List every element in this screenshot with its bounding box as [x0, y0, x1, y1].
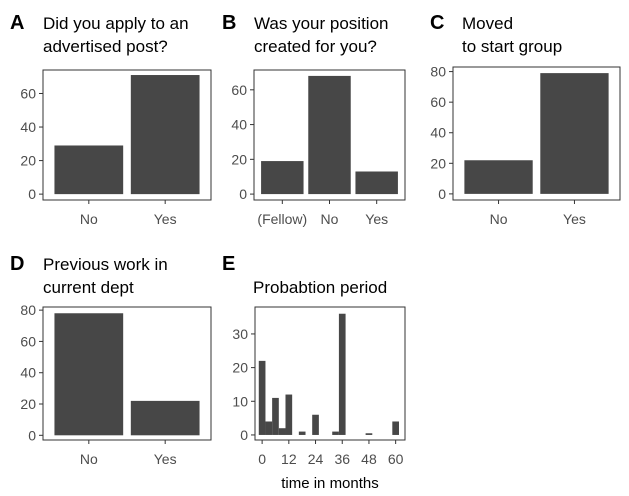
- panel-label: A: [10, 12, 24, 34]
- y-tick-label: 20: [20, 396, 36, 412]
- histogram-bar: [312, 414, 319, 435]
- panel-label: E: [222, 253, 235, 275]
- x-tick-label: Yes: [154, 211, 177, 227]
- y-tick-label: 20: [20, 153, 36, 169]
- y-tick-label: 60: [20, 85, 36, 101]
- y-tick-label: 60: [231, 82, 247, 98]
- histogram-bar: [298, 431, 306, 435]
- panel-frame: [253, 69, 406, 201]
- panel-frame: [254, 306, 406, 441]
- panel-label: B: [222, 12, 236, 34]
- x-tick-label: 0: [258, 451, 266, 467]
- bar: [261, 161, 304, 195]
- histogram-bar: [258, 360, 266, 435]
- panel-title: advertised post?: [43, 37, 168, 56]
- histogram-bar: [285, 394, 293, 435]
- y-tick-label: 20: [430, 155, 446, 171]
- y-tick-label: 40: [20, 119, 36, 135]
- x-tick-label: No: [490, 211, 508, 227]
- y-tick-label: 80: [20, 302, 36, 318]
- x-tick-label: Yes: [154, 451, 177, 467]
- panel-frame: [42, 69, 212, 201]
- panel-frame: [452, 66, 621, 201]
- y-tick-label: 0: [28, 186, 36, 202]
- y-tick-label: 20: [232, 360, 248, 376]
- y-tick-label: 40: [430, 125, 446, 141]
- panel-title: created for you?: [254, 37, 377, 56]
- x-tick-label: 48: [361, 451, 377, 467]
- x-tick-label: Yes: [563, 211, 586, 227]
- y-tick-label: 40: [20, 365, 36, 381]
- panel-title: current dept: [43, 278, 134, 297]
- x-axis-title: time in months: [281, 475, 379, 491]
- panel-title: Probabtion period: [253, 278, 387, 297]
- histogram-bar: [392, 421, 399, 435]
- histogram-bar: [265, 421, 273, 435]
- panel-title: Previous work in: [43, 255, 168, 274]
- y-tick-label: 0: [239, 186, 247, 202]
- x-tick-label: 24: [308, 451, 324, 467]
- panel-label: D: [10, 253, 24, 275]
- y-tick-label: 40: [231, 117, 247, 133]
- x-tick-label: No: [80, 211, 98, 227]
- x-tick-label: 60: [388, 451, 404, 467]
- panel-frame: [42, 306, 212, 441]
- x-tick-label: Yes: [365, 211, 388, 227]
- x-tick-label: 36: [334, 451, 350, 467]
- bar: [308, 75, 351, 195]
- x-tick-label: No: [321, 211, 339, 227]
- y-tick-label: 60: [430, 94, 446, 110]
- y-tick-label: 30: [232, 326, 248, 342]
- bar: [130, 400, 200, 436]
- histogram-bar: [365, 433, 373, 435]
- x-tick-label: (Fellow): [257, 211, 307, 227]
- x-tick-label: No: [80, 451, 98, 467]
- bar: [464, 160, 533, 194]
- y-tick-label: 0: [28, 427, 36, 443]
- panel-title: to start group: [462, 37, 562, 56]
- panel-title: Did you apply to an: [43, 14, 189, 33]
- bar: [130, 75, 200, 195]
- panel-title: Was your position: [254, 14, 388, 33]
- histogram-bar: [272, 397, 279, 435]
- panel-label: C: [430, 12, 444, 34]
- bar: [54, 145, 124, 195]
- bar: [540, 73, 609, 194]
- bar: [355, 171, 398, 195]
- y-tick-label: 80: [430, 64, 446, 80]
- histogram-bar: [338, 313, 346, 435]
- histogram-bar: [332, 431, 339, 435]
- panel-title: Moved: [462, 14, 513, 33]
- y-tick-label: 0: [240, 427, 248, 443]
- bar: [54, 313, 124, 436]
- y-tick-label: 60: [20, 333, 36, 349]
- y-tick-label: 0: [438, 186, 446, 202]
- y-tick-label: 10: [232, 393, 248, 409]
- histogram-bar: [278, 428, 286, 435]
- x-tick-label: 12: [281, 451, 297, 467]
- y-tick-label: 20: [231, 151, 247, 167]
